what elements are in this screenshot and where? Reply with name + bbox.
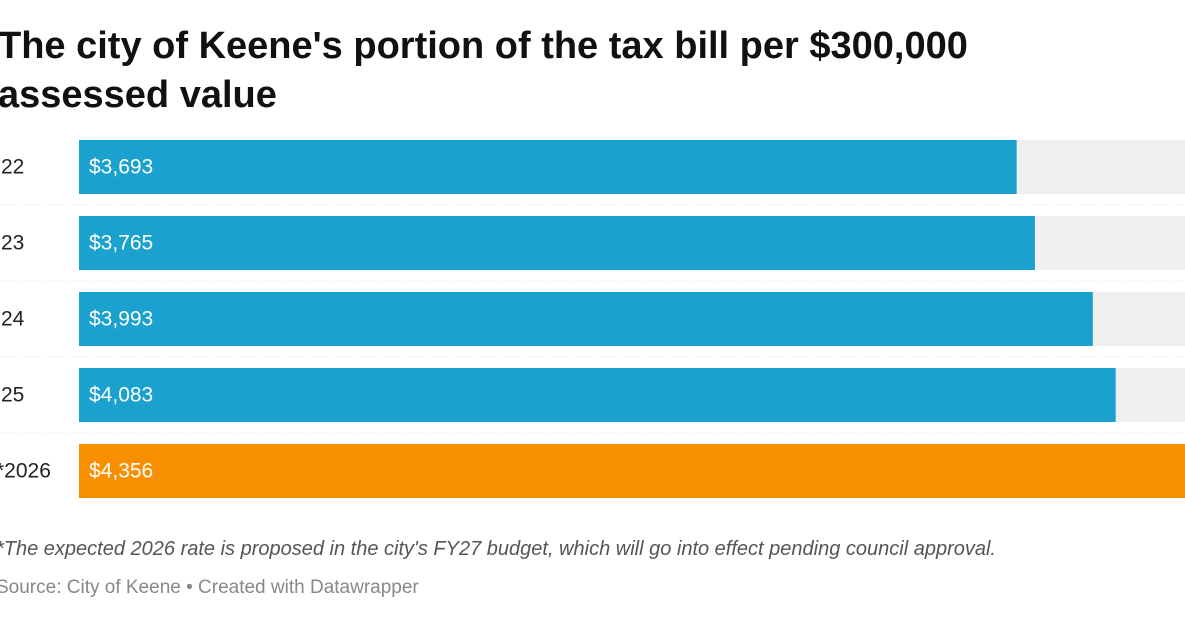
value-label: $3,993 (89, 308, 153, 331)
footnote: *The expected 2026 rate is proposed in t… (0, 538, 996, 560)
category-label: 24 (1, 308, 25, 331)
bar (79, 444, 1185, 498)
value-label: $4,083 (89, 384, 153, 407)
value-label: $3,765 (89, 232, 153, 255)
bar (79, 292, 1093, 346)
chart-title: The city of Keene's portion of the tax b… (0, 25, 968, 116)
bar (79, 216, 1035, 270)
value-label: $4,356 (89, 460, 153, 483)
category-label: 23 (1, 232, 24, 255)
category-label: 25 (1, 384, 24, 407)
bar (79, 368, 1116, 422)
value-label: $3,693 (89, 156, 153, 179)
source: Source: City of Keene • Created with Dat… (0, 577, 419, 598)
category-label: *2026 (0, 460, 51, 483)
category-label: 22 (1, 156, 24, 179)
bar (79, 140, 1017, 194)
